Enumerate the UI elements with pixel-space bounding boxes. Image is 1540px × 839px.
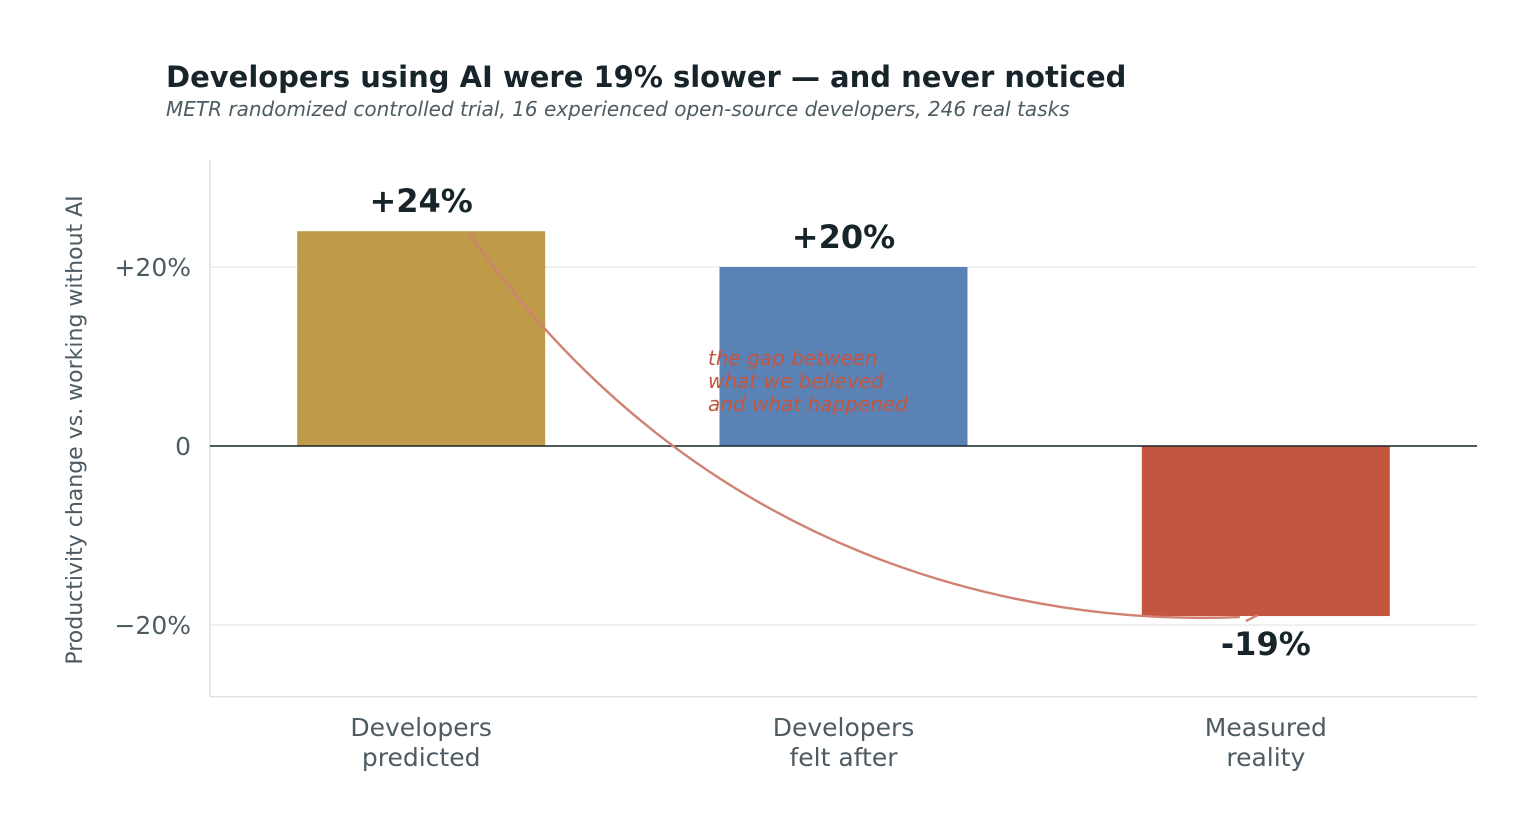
x-tick-label: reality [1226,743,1305,772]
tick-labels: +20%0−20%DeveloperspredictedDevelopersfe… [114,253,1326,772]
x-tick-label: Developers [773,713,915,742]
y-tick-label: 0 [175,432,191,461]
data-labels: +24% +20% -19% [369,182,1310,663]
data-label: +20% [792,218,895,256]
data-label: -19% [1221,625,1311,663]
annotation-arrow [468,232,1240,620]
bars [297,231,1390,617]
y-tick-label: +20% [114,253,191,282]
x-tick-label: Developers [350,713,492,742]
axes [209,159,1477,698]
bar [1141,446,1390,617]
annotation-text: the gap between [708,346,878,370]
annotation-text: and what happened [708,392,908,416]
annotation-text: what we believed [708,369,884,393]
x-tick-label: felt after [789,743,898,772]
y-tick-label: −20% [114,611,191,640]
chart-subtitle: METR randomized controlled trial, 16 exp… [166,97,1070,121]
bar [719,267,968,446]
annotation-arrowhead [1245,613,1259,623]
data-label: +24% [369,182,472,220]
y-axis-label: Productivity change vs. working without … [63,195,88,664]
bar [297,231,546,446]
chart-title: Developers using AI were 19% slower — an… [166,60,1126,94]
x-tick-label: Measured [1205,713,1327,742]
x-tick-label: predicted [362,743,481,772]
